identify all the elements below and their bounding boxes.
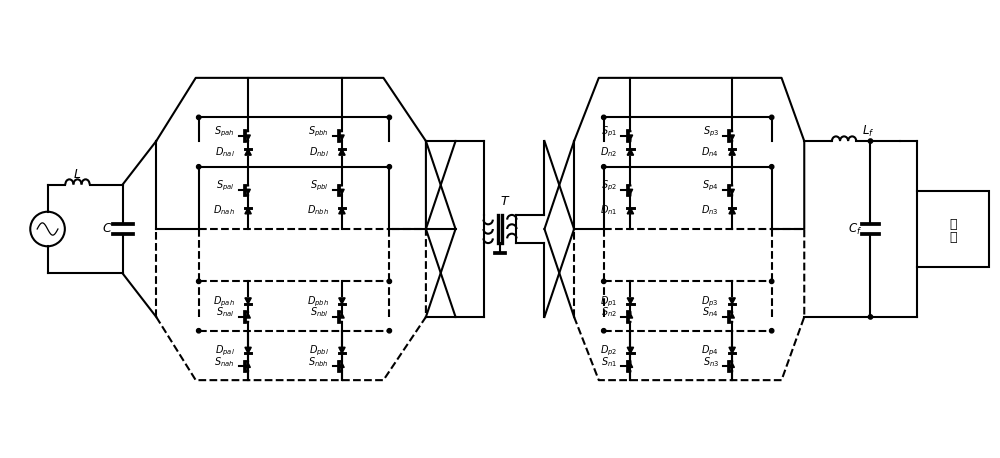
Polygon shape [245,298,251,304]
Polygon shape [339,298,345,304]
Text: $D_{nbh}$: $D_{nbh}$ [307,203,329,217]
Text: $L_f$: $L_f$ [862,124,875,139]
Text: $S_{n4}$: $S_{n4}$ [702,305,719,319]
Polygon shape [245,347,251,353]
Text: $S_{n3}$: $S_{n3}$ [703,355,719,369]
Circle shape [197,164,201,169]
Text: $D_{pbl}$: $D_{pbl}$ [309,344,329,358]
Polygon shape [339,208,345,214]
Text: $S_{p2}$: $S_{p2}$ [601,179,617,193]
Text: 负: 负 [949,218,957,230]
Text: $T$: $T$ [500,195,510,208]
Text: $D_{nal}$: $D_{nal}$ [215,145,235,158]
Text: $D_{n1}$: $D_{n1}$ [600,203,617,217]
Text: 载: 载 [949,231,957,245]
Circle shape [387,164,392,169]
Circle shape [602,279,606,284]
Polygon shape [245,149,251,155]
Text: $C_f$: $C_f$ [848,222,862,236]
Text: $S_{pbl}$: $S_{pbl}$ [310,179,329,193]
Text: $D_{pbh}$: $D_{pbh}$ [307,294,329,309]
Polygon shape [627,298,634,304]
Polygon shape [729,347,735,353]
Circle shape [602,328,606,333]
Text: $D_{p4}$: $D_{p4}$ [701,344,719,358]
Text: $D_{p1}$: $D_{p1}$ [600,294,617,309]
Polygon shape [729,208,735,214]
Text: $S_{nbl}$: $S_{nbl}$ [310,305,329,319]
Circle shape [769,115,774,120]
Text: $S_{nal}$: $S_{nal}$ [216,305,235,319]
Text: $D_{n3}$: $D_{n3}$ [701,203,719,217]
Circle shape [387,115,392,120]
Polygon shape [627,208,634,214]
Circle shape [197,279,201,284]
Text: $S_{p1}$: $S_{p1}$ [601,125,617,139]
Text: $D_{n4}$: $D_{n4}$ [701,145,719,158]
Text: $S_{nbh}$: $S_{nbh}$ [308,355,329,369]
Text: $S_{p3}$: $S_{p3}$ [703,125,719,139]
Text: $S_{n1}$: $S_{n1}$ [601,355,617,369]
Text: $L$: $L$ [73,168,82,180]
Circle shape [769,164,774,169]
Text: $D_{n2}$: $D_{n2}$ [600,145,617,158]
Text: $D_{p2}$: $D_{p2}$ [600,344,617,358]
Polygon shape [339,347,345,353]
Circle shape [387,279,392,284]
Polygon shape [729,298,735,304]
Circle shape [868,315,873,319]
Text: $S_{n2}$: $S_{n2}$ [601,305,617,319]
Polygon shape [245,208,251,214]
Text: $S_{p4}$: $S_{p4}$ [702,179,719,193]
Text: $S_{nah}$: $S_{nah}$ [214,355,235,369]
Text: $D_{nah}$: $D_{nah}$ [213,203,235,217]
Text: $D_{p3}$: $D_{p3}$ [701,294,719,309]
Polygon shape [339,149,345,155]
Text: $S_{pal}$: $S_{pal}$ [216,179,235,193]
Text: $D_{pah}$: $D_{pah}$ [213,294,235,309]
Circle shape [868,139,873,143]
Circle shape [769,328,774,333]
Polygon shape [627,347,634,353]
Text: $D_{nbl}$: $D_{nbl}$ [309,145,329,158]
Polygon shape [627,149,634,155]
Polygon shape [729,149,735,155]
Circle shape [602,115,606,120]
Circle shape [387,328,392,333]
Circle shape [602,164,606,169]
Text: $S_{pbh}$: $S_{pbh}$ [308,125,329,139]
Circle shape [197,328,201,333]
Circle shape [197,115,201,120]
Text: $D_{pal}$: $D_{pal}$ [215,344,235,358]
Text: $S_{pah}$: $S_{pah}$ [214,125,235,139]
Circle shape [769,279,774,284]
Text: $C$: $C$ [102,223,113,235]
